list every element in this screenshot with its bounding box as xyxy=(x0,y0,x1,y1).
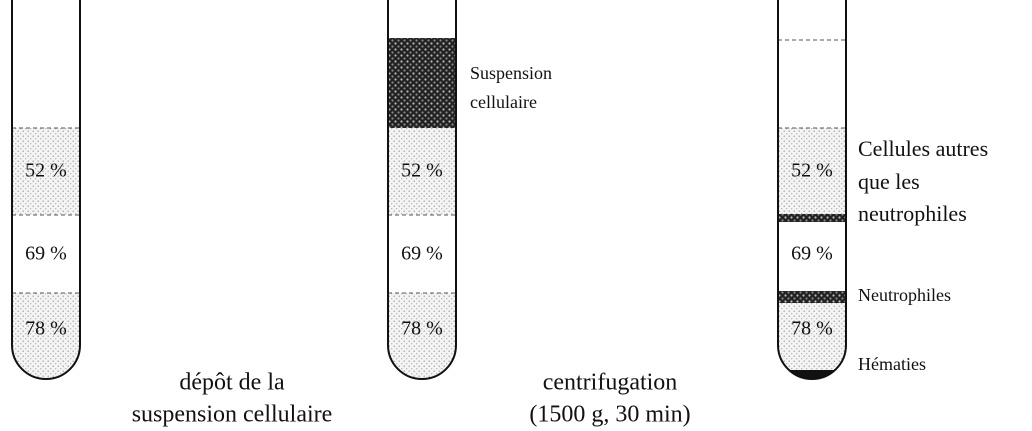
layer-label: 78 % xyxy=(791,318,833,340)
annotation: Cellules autres xyxy=(858,136,988,161)
annotation: neutrophiles xyxy=(858,201,967,226)
layer-label: 69 % xyxy=(791,243,833,265)
layer-label: 52 % xyxy=(791,160,833,182)
annotation: que les xyxy=(858,169,920,194)
step-caption: suspension cellulaire xyxy=(132,402,333,428)
annotation: Neutrophiles xyxy=(858,285,951,305)
tube: 52 % 69 % 78 % xyxy=(388,0,456,383)
layer-label: 69 % xyxy=(25,243,67,265)
step-caption: (1500 g, 30 min) xyxy=(529,402,690,428)
annotation: cellulaire xyxy=(470,92,537,112)
layer-label: 52 % xyxy=(25,160,67,182)
step-caption: dépôt de la xyxy=(179,370,285,396)
layer-label: 78 % xyxy=(25,318,67,340)
annotation: Hématies xyxy=(858,354,926,374)
layer-label: 52 % xyxy=(401,160,443,182)
step-caption: centrifugation xyxy=(543,370,678,396)
layer-label: 78 % xyxy=(401,318,443,340)
annotation: Suspension xyxy=(470,63,552,83)
tube: 52 % 69 % 78 % xyxy=(778,0,846,383)
diagram: 52 % 69 % 78 % 52 % 69 % 78 % Suspension… xyxy=(0,0,1032,431)
layer-label: 69 % xyxy=(401,243,443,265)
tube: 52 % 69 % 78 % xyxy=(12,0,80,383)
